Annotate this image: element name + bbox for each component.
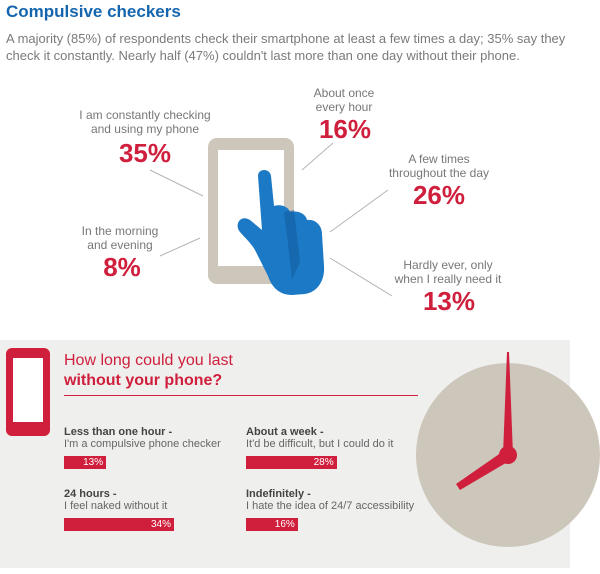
value-constantly: 35% <box>118 138 172 168</box>
hand-shadow-icon <box>284 210 300 280</box>
connector-line-constantly <box>149 169 204 197</box>
panel-title-line1: How long could you last <box>64 352 233 369</box>
option-subtitle-indefinitely: I hate the idea of 24/7 accessibility <box>246 500 415 512</box>
clock-hour-hand <box>456 450 511 490</box>
bar-label-indefinitely: 16% <box>274 519 295 530</box>
bar-week: 28% <box>246 456 337 469</box>
option-subtitle-24-hours: I feel naked without it <box>64 500 168 512</box>
page-title: Compulsive checkers <box>6 2 181 21</box>
label-few-times: A few times throughout the day <box>388 152 490 180</box>
bar-label-less-than-hour: 13% <box>83 457 104 468</box>
connector-line-morning <box>159 237 201 257</box>
bar-less-than-hour: 13% <box>64 456 107 469</box>
label-hardly: Hardly ever, only when I really need it <box>394 258 502 286</box>
clock-minute-hand <box>503 352 513 455</box>
bar-indefinitely: 16% <box>246 518 298 531</box>
connector-line-few-times <box>329 189 389 233</box>
option-subtitle-less-than-hour: I'm a compulsive phone checker <box>64 438 221 450</box>
phone-usage-illustration <box>149 138 393 297</box>
clock-center <box>499 446 517 464</box>
panel-divider <box>64 395 418 396</box>
bar-label-week: 28% <box>313 457 334 468</box>
value-hardly: 13% <box>422 286 476 316</box>
bar-label-24-hours: 34% <box>150 519 171 530</box>
panel-title-line2: without your phone? <box>64 372 223 389</box>
connector-line-hourly <box>301 142 334 171</box>
value-few-times: 26% <box>412 180 466 210</box>
label-constantly: I am constantly checking and using my ph… <box>79 108 211 136</box>
option-heading-24-hours: 24 hours - <box>64 488 117 500</box>
option-heading-week: About a week - <box>246 426 324 438</box>
option-heading-indefinitely: Indefinitely - <box>246 488 311 500</box>
label-morning: In the morning and evening <box>81 224 159 252</box>
bar-24-hours: 34% <box>64 518 174 531</box>
hand-icon <box>237 170 325 295</box>
value-morning: 8% <box>103 252 141 282</box>
connector-line-hardly <box>329 257 393 297</box>
value-hourly: 16% <box>318 114 372 144</box>
option-heading-less-than-hour: Less than one hour - <box>64 426 173 438</box>
intro-text: A majority (85%) of respondents check th… <box>6 31 566 63</box>
label-hourly: About once every hour <box>313 86 375 114</box>
option-subtitle-week: It'd be difficult, but I could do it <box>246 438 394 450</box>
